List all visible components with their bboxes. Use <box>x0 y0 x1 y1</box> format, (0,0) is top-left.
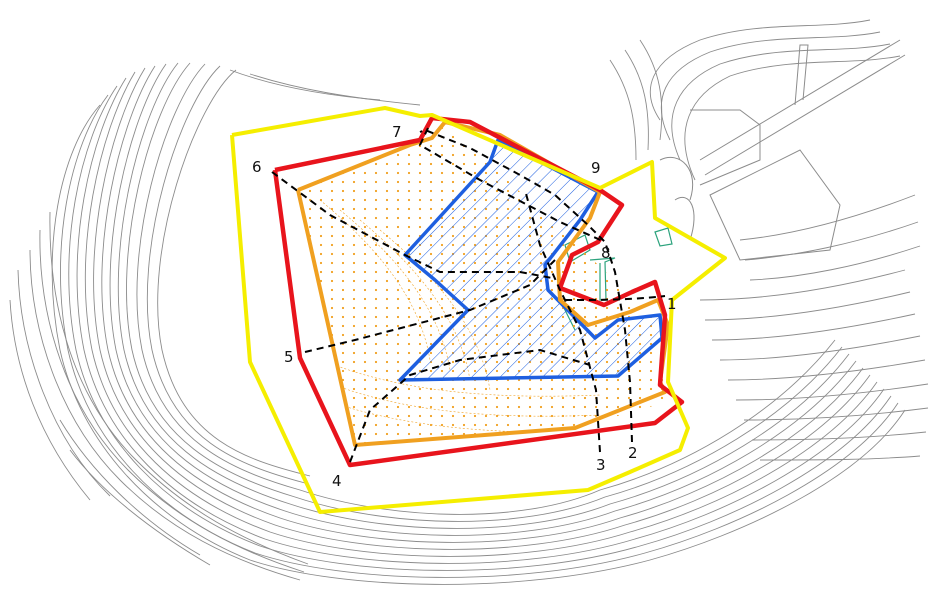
point-label-1: 1 <box>667 295 677 313</box>
section-line-2 <box>419 128 633 443</box>
point-labels: 1 2 3 4 5 6 7 8 9 <box>252 123 677 490</box>
point-label-2: 2 <box>628 444 638 462</box>
point-label-7: 7 <box>392 123 402 141</box>
terrain-contours <box>9 19 929 585</box>
site-boundary <box>230 106 727 514</box>
point-label-6: 6 <box>252 158 262 176</box>
point-label-9: 9 <box>591 159 601 177</box>
section-line-5 <box>304 259 556 353</box>
existing-roads <box>659 39 906 261</box>
section-line-7 <box>418 127 606 243</box>
section-line-4 <box>349 348 591 463</box>
point-label-5: 5 <box>284 348 294 366</box>
point-label-3: 3 <box>596 456 606 474</box>
section-line-3 <box>524 189 601 453</box>
inner-boundary <box>296 120 670 447</box>
point-label-8: 8 <box>601 244 611 262</box>
point-label-4: 4 <box>332 472 342 490</box>
section-line-6 <box>271 171 553 279</box>
section-lines <box>271 127 666 463</box>
outer-boundary <box>272 115 685 468</box>
section-line-1 <box>564 295 666 301</box>
